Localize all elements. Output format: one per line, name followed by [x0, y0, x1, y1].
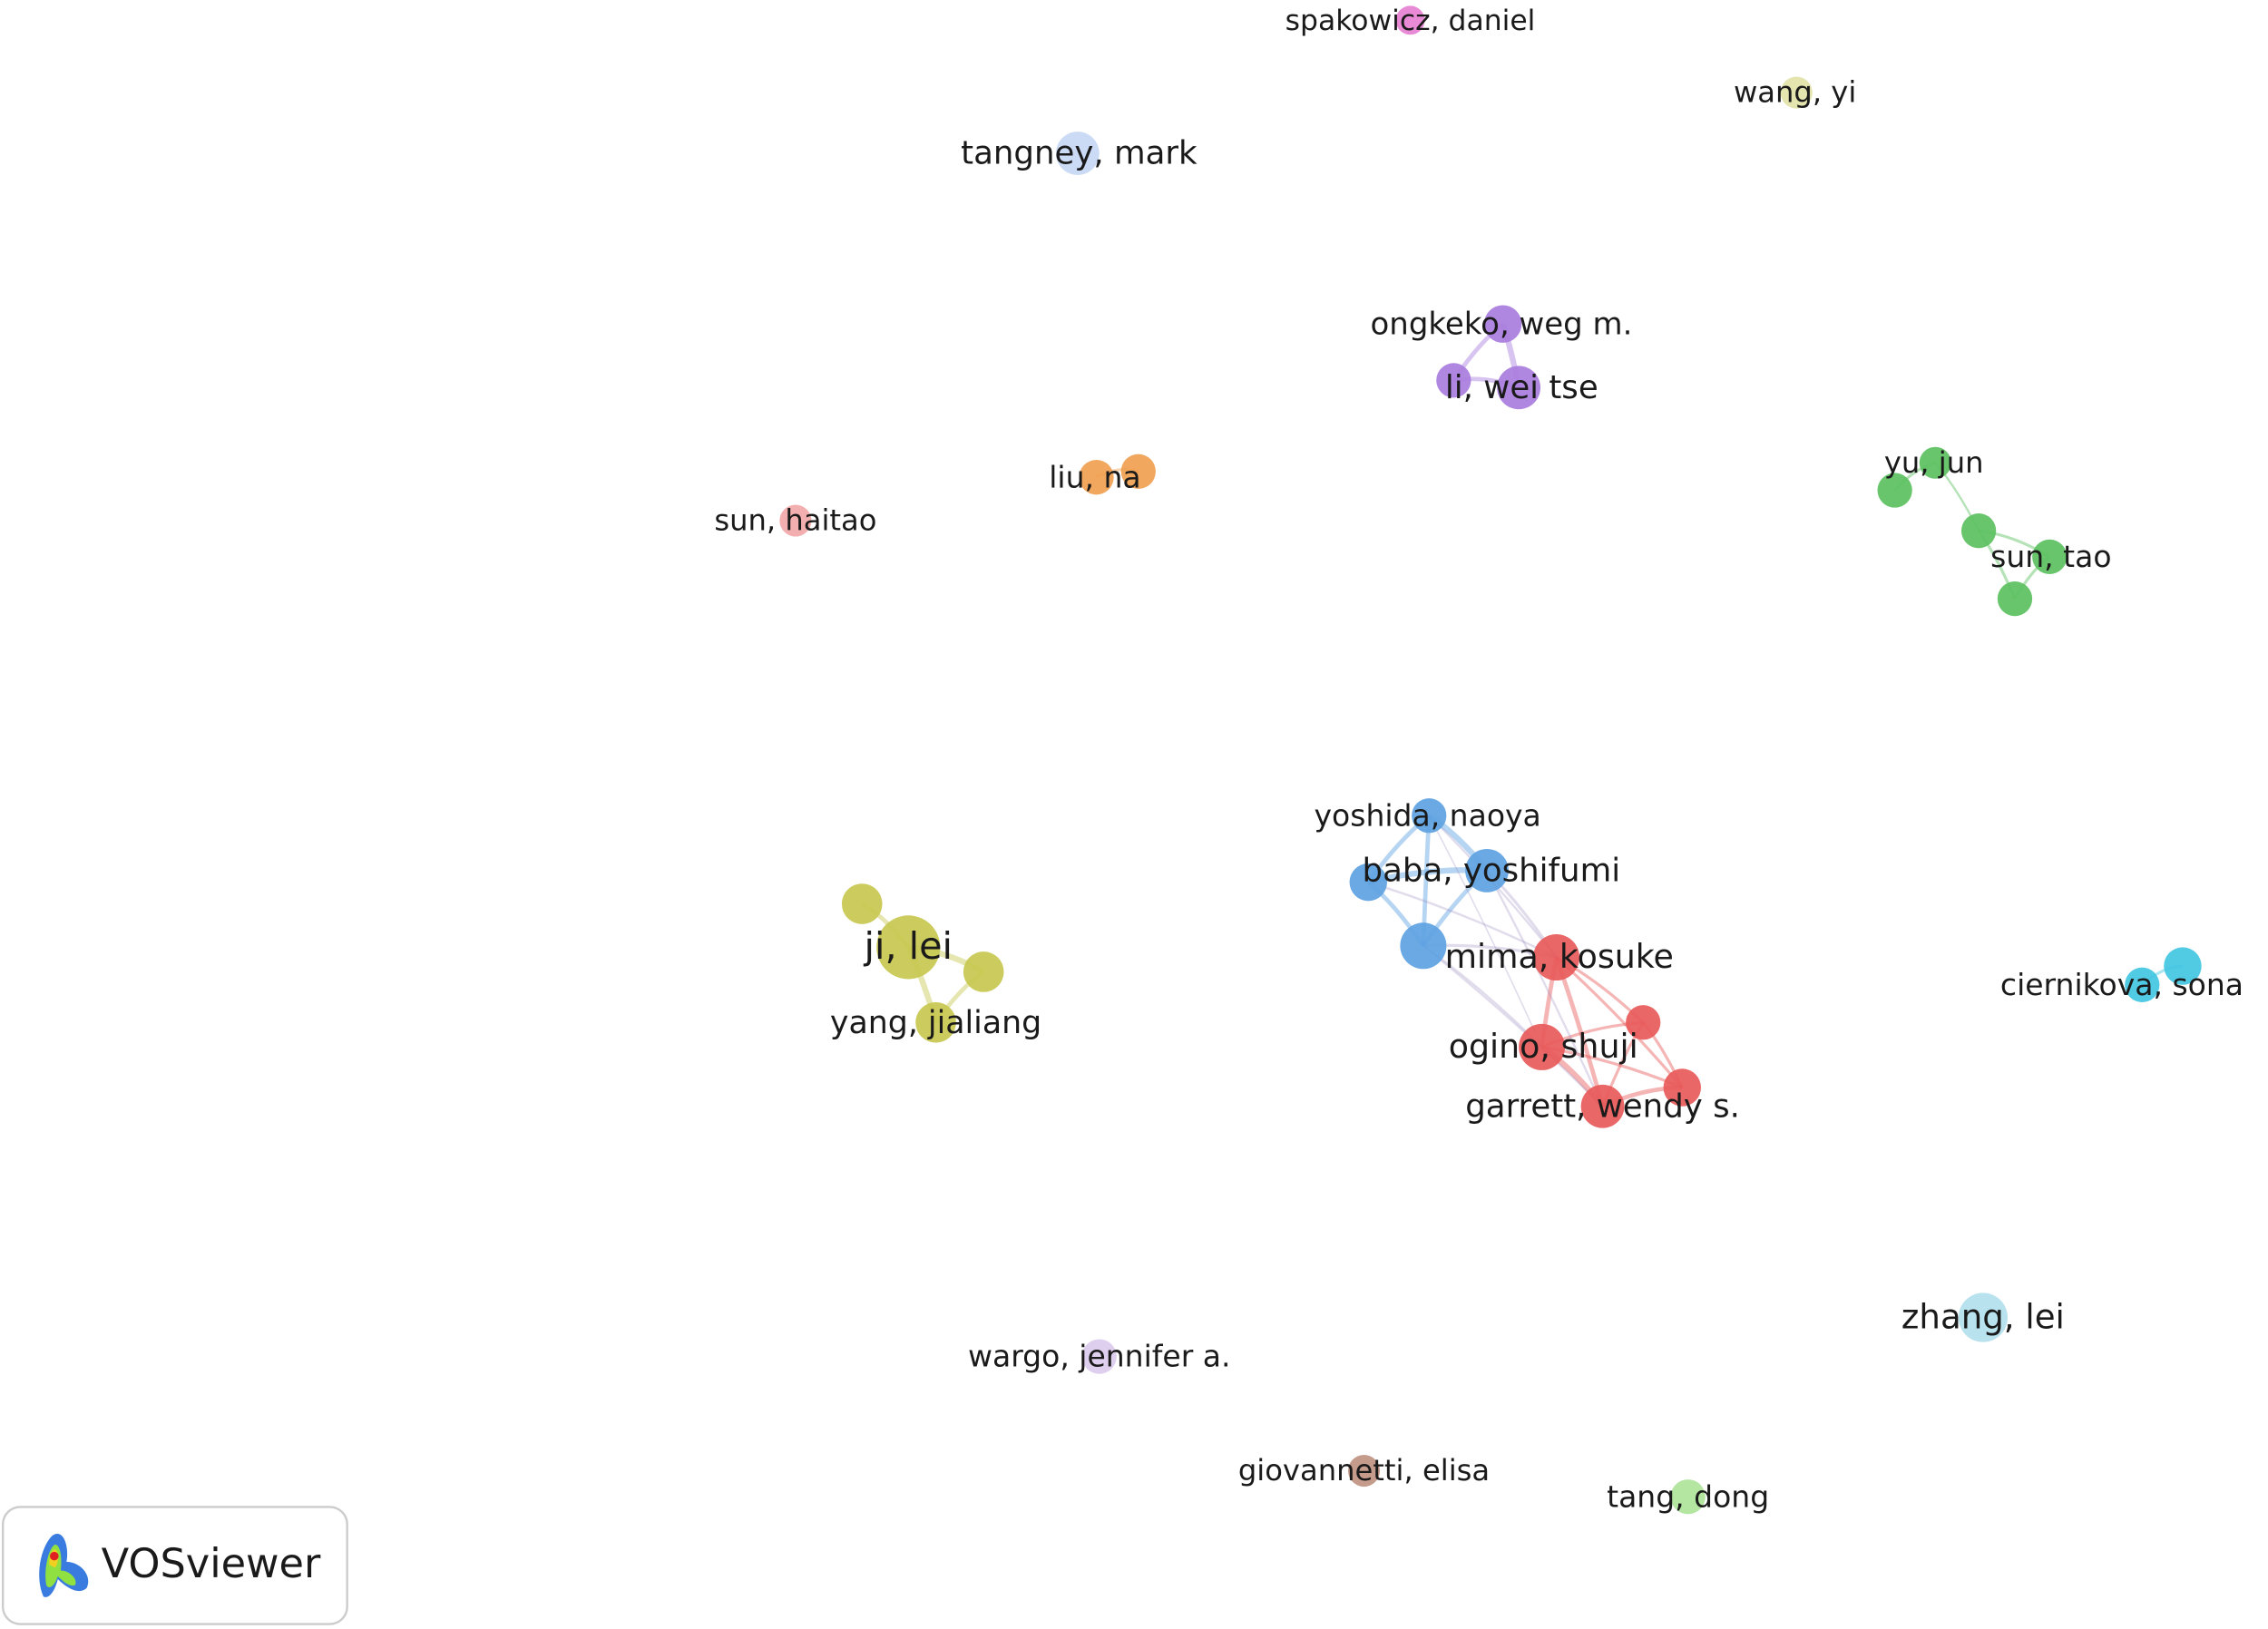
node-label: sun, tao	[1990, 539, 2111, 574]
node	[915, 1001, 956, 1043]
node	[1533, 934, 1580, 981]
node	[1483, 305, 1522, 343]
node	[1997, 580, 2033, 617]
node	[1120, 454, 1156, 489]
node	[1349, 863, 1388, 902]
logo-text: VOSviewer	[102, 1540, 321, 1587]
node-label: wang, yi	[1734, 75, 1856, 110]
node	[1877, 473, 1912, 508]
logo: VOSviewer	[1, 1506, 348, 1625]
node-label: liu, na	[1049, 459, 1140, 494]
node-label: ciernikova, sona	[2000, 967, 2244, 1002]
node	[1663, 1068, 1701, 1107]
node-label: tang, dong	[1607, 1478, 1769, 1514]
node	[1465, 848, 1509, 893]
logo-icon	[39, 1533, 89, 1597]
node-label: ji, lei	[864, 924, 953, 968]
node-label: sun, haitao	[714, 503, 876, 538]
node	[876, 915, 941, 980]
node-label: yoshida, naoya	[1315, 797, 1541, 833]
node-label: li, wei tse	[1445, 369, 1598, 406]
node	[1519, 1023, 1566, 1070]
node	[1670, 1479, 1706, 1515]
node	[1919, 446, 1951, 479]
link	[1485, 870, 1604, 1107]
node-label: mima, kosuke	[1445, 937, 1674, 976]
link	[1422, 944, 1604, 1107]
node	[1626, 1005, 1661, 1040]
node	[1081, 1339, 1117, 1374]
node	[2032, 539, 2068, 575]
node-label: yang, jialiang	[830, 1005, 1041, 1041]
node-label: ogino, shuji	[1449, 1027, 1638, 1066]
node-label: spakowicz, daniel	[1286, 5, 1536, 37]
node	[963, 951, 1004, 992]
node-label: tangney, mark	[961, 135, 1198, 172]
node-label: giovannetti, elisa	[1238, 1453, 1490, 1488]
node	[841, 883, 883, 924]
node	[1347, 1454, 1381, 1488]
link	[1428, 814, 1543, 1048]
labels: spakowicz, daniel wang, yi tangney, mark on…	[714, 5, 2244, 1514]
node	[1412, 798, 1447, 834]
node	[1960, 513, 1997, 549]
node	[779, 504, 812, 537]
node	[1780, 76, 1813, 109]
node	[1580, 1084, 1625, 1128]
node	[1395, 5, 1425, 35]
node-label: garrett, wendy s.	[1465, 1088, 1740, 1125]
node-label: ongkeko, weg m.	[1371, 306, 1633, 342]
node	[1436, 363, 1471, 398]
node-label: wargo, jennifer a.	[968, 1339, 1230, 1374]
node	[1497, 366, 1541, 410]
node-label: yu, jun	[1884, 445, 1984, 480]
logo-box	[1, 1506, 348, 1625]
node	[2164, 947, 2202, 985]
links	[861, 322, 2184, 1108]
nodes	[779, 5, 2202, 1515]
link	[1367, 881, 1558, 959]
node	[2125, 967, 2160, 1002]
node-label: baba, yoshifumi	[1363, 852, 1621, 889]
node	[1400, 922, 1447, 970]
node-label: zhang, lei	[1901, 1298, 2065, 1337]
node	[1958, 1292, 2009, 1342]
node	[1079, 460, 1114, 495]
node	[1055, 132, 1100, 175]
